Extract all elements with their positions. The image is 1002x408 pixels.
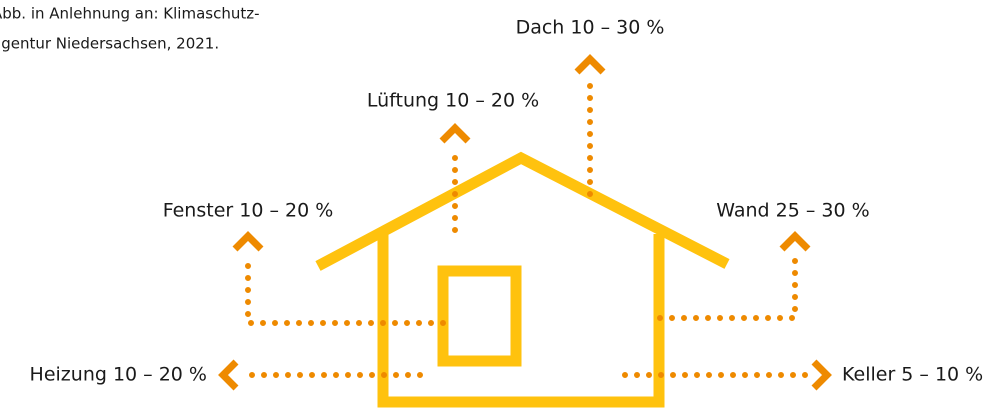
arrow-head (811, 359, 832, 391)
roof (315, 151, 730, 271)
arrow-head (779, 231, 811, 252)
label: Keller 5 – 10 % (842, 364, 983, 386)
label: Lüftung 10 – 20 % (367, 90, 539, 112)
window (437, 265, 522, 367)
label: Wand 25 – 30 % (716, 200, 869, 222)
arrow-head (218, 359, 239, 391)
label: Heizung 10 – 20 % (30, 364, 207, 386)
arrow-head (439, 123, 471, 144)
arrow-wand (657, 251, 798, 321)
label: Dach 10 – 30 % (516, 17, 665, 39)
source-note: Abb. in Anlehnung an: Klimaschutz- (0, 5, 260, 23)
arrows (218, 54, 832, 391)
source-note: agentur Niedersachsen, 2021. (0, 35, 219, 53)
arrow-head (232, 231, 264, 252)
house (315, 151, 730, 408)
label: Fenster 10 – 20 % (163, 200, 334, 222)
arrow-head (574, 54, 606, 75)
arrow-fenster (245, 251, 446, 326)
